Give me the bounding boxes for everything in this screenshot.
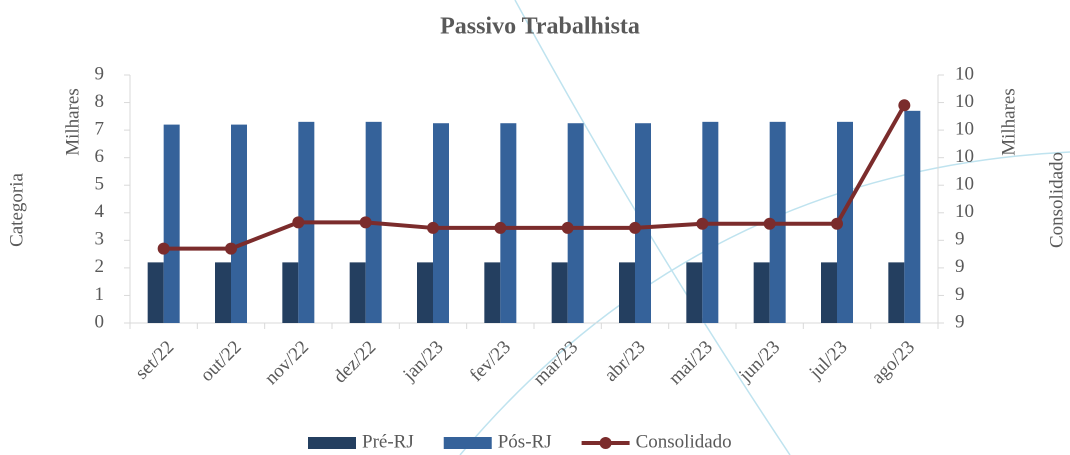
x-tick-label: dez/22 xyxy=(330,337,381,388)
bar xyxy=(163,124,180,323)
marker xyxy=(427,221,439,234)
decor-curve xyxy=(459,151,1070,455)
bar xyxy=(433,123,449,323)
y-tick-label: 3 xyxy=(95,229,105,250)
legend-swatch xyxy=(599,437,612,449)
bar xyxy=(753,262,770,323)
x-tick-label: fev/23 xyxy=(466,337,515,386)
x-tick-label: nov/22 xyxy=(261,337,313,389)
bar xyxy=(821,262,837,323)
bar xyxy=(417,262,433,323)
marker xyxy=(292,216,305,229)
bar xyxy=(551,262,568,323)
y2-tick-label: 10 xyxy=(955,118,974,139)
legend-swatch xyxy=(443,437,492,449)
marker xyxy=(629,221,641,234)
x-tick-label: jan/23 xyxy=(398,337,447,386)
y-tick-label: 8 xyxy=(95,91,105,112)
y2-tick-label: 9 xyxy=(955,311,965,332)
line xyxy=(163,104,907,251)
y2-axis-label: Milhares xyxy=(998,88,1019,156)
legend-label: Pós-RJ xyxy=(498,431,552,452)
bar xyxy=(635,123,651,323)
x-tick-label: mai/23 xyxy=(665,337,717,389)
bar xyxy=(500,123,517,323)
bar xyxy=(619,262,635,323)
y-axis-title: Categoria xyxy=(6,173,27,247)
x-tick-label: set/22 xyxy=(131,337,178,384)
x-tick-label: jul/23 xyxy=(805,337,852,384)
bar xyxy=(349,262,366,323)
y2-tick-label: 9 xyxy=(955,229,965,250)
y-tick-label: 0 xyxy=(95,311,105,332)
y-axis-label: Milhares xyxy=(62,88,83,156)
y-tick-label: 6 xyxy=(95,146,105,167)
y2-tick-label: 9 xyxy=(955,284,965,305)
y2-tick-label: 10 xyxy=(955,146,974,167)
marker xyxy=(898,99,911,112)
x-tick-label: ago/23 xyxy=(868,337,919,388)
y-tick-label: 1 xyxy=(95,284,105,305)
bar xyxy=(282,262,299,323)
marker xyxy=(359,216,372,229)
marker xyxy=(763,217,776,230)
bar xyxy=(686,262,703,323)
bar xyxy=(484,262,501,323)
marker xyxy=(225,242,237,255)
y2-axis-title: Consolidado xyxy=(1046,152,1067,248)
y-tick-label: 2 xyxy=(95,256,105,277)
marker xyxy=(494,221,507,234)
y2-tick-label: 10 xyxy=(955,201,974,222)
marker xyxy=(831,217,843,230)
marker xyxy=(561,221,574,234)
bar xyxy=(837,121,853,323)
bar xyxy=(567,123,584,323)
bar xyxy=(215,262,231,323)
y-tick-label: 4 xyxy=(95,201,105,222)
chart-title: Passivo Trabalhista xyxy=(440,14,640,40)
legend-label: Pré-RJ xyxy=(362,431,414,452)
bar xyxy=(888,262,905,323)
y2-tick-label: 10 xyxy=(955,174,974,195)
bar xyxy=(147,262,164,323)
x-tick-label: mar/23 xyxy=(529,337,582,390)
legend-label: Consolidado xyxy=(636,431,732,452)
y-tick-label: 7 xyxy=(95,118,105,139)
legend-swatch xyxy=(308,437,356,449)
x-tick-label: out/22 xyxy=(196,337,245,386)
bar xyxy=(904,110,921,323)
marker xyxy=(157,242,170,255)
marker xyxy=(696,217,709,230)
y2-tick-label: 10 xyxy=(955,63,974,84)
x-tick-label: jun/23 xyxy=(734,337,784,387)
y2-tick-label: 10 xyxy=(955,91,974,112)
y-tick-label: 5 xyxy=(95,174,105,195)
bar xyxy=(231,124,247,323)
y-tick-label: 9 xyxy=(95,63,105,84)
x-tick-label: abr/23 xyxy=(600,337,649,386)
y2-tick-label: 9 xyxy=(955,256,965,277)
